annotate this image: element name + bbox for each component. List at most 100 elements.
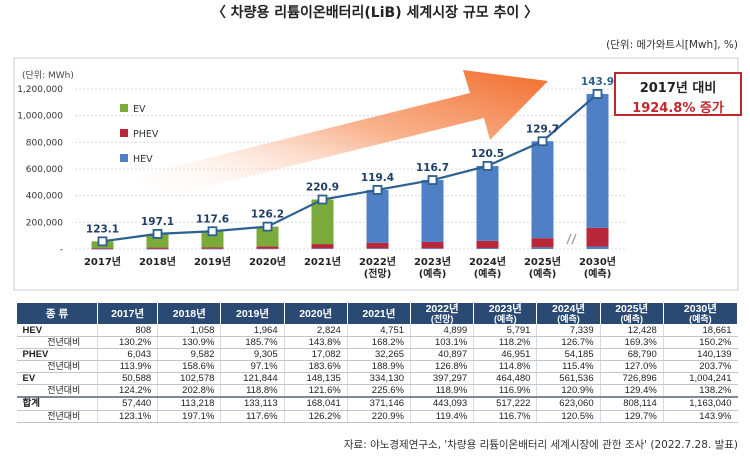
x-tick-label: 2017년: [84, 255, 121, 268]
row-indent: [16, 410, 31, 423]
header-year: 2018년: [157, 302, 222, 325]
y-tick-label: 400,000: [26, 192, 63, 202]
table-cell-value: 9,305: [220, 348, 285, 361]
table-row: EV 50,588 102,578 121,844 148,135 334,130 397,…: [16, 372, 738, 385]
table-cell-value: 561,536: [536, 372, 601, 385]
labels: (단위: MWh) - 200,000 400,000 600,000 800,000 1,…: [17, 70, 616, 280]
table-cell-growth: 169.3%: [599, 336, 664, 349]
header-text: 2023년: [488, 302, 522, 315]
growth-row: 전년대비 124.2% 202.8% 118.8% 121.6% 225.6% 118.9%…: [16, 384, 738, 398]
x-tick-label: 2030년: [579, 255, 616, 268]
header-text: 2021년: [362, 307, 396, 320]
data-table: 종 류 2017년 2018년 2019년 2020년 2021년 2022년 (전망) 202…: [15, 302, 739, 423]
legend: EV PHEV HEV: [120, 104, 159, 165]
table-cell-growth: 130.9%: [157, 336, 221, 349]
header-text: (예측): [494, 313, 517, 324]
header-text: (전망): [430, 313, 454, 324]
header-year: 2017년: [97, 302, 159, 325]
bar-hev: [91, 248, 114, 250]
table-cell-growth: 203.7%: [662, 360, 738, 373]
table-cell-growth: 97.1%: [220, 360, 285, 373]
row-subcategory: 전년대비: [30, 336, 98, 349]
row-indent: [16, 360, 31, 373]
table-cell-growth: 116.9%: [473, 384, 537, 398]
table-cell-value: 18,661: [662, 324, 738, 337]
table-cell-value: 443,093: [410, 396, 474, 411]
legend-swatch-phev: [120, 129, 128, 137]
bar-hev: [476, 248, 499, 249]
x-tick-label: (예측): [474, 267, 502, 280]
table-cell-growth: 127.0%: [599, 360, 664, 373]
bar-hev: [366, 248, 389, 249]
table-cell-value: 168,041: [283, 396, 348, 411]
table-cell-value: 334,130: [346, 372, 411, 385]
bar-hev: [146, 248, 169, 250]
table-cell-value: 726,896: [599, 372, 664, 385]
row-subcategory: 전년대비: [30, 360, 98, 373]
header-year: 2019년: [220, 302, 285, 325]
axis-break-mark: [571, 233, 577, 245]
table-cell-growth: 118.8%: [220, 384, 285, 398]
table-cell-growth: 185.7%: [220, 336, 285, 349]
header-year: 2030년 (예측): [662, 302, 739, 325]
table-cell-value: 148,135: [283, 372, 348, 385]
index-marker: [262, 221, 273, 232]
table-cell-value: 50,588: [97, 372, 158, 385]
index-marker: [207, 226, 218, 237]
legend-swatch-hev: [120, 154, 128, 162]
table-cell-value: 68,790: [599, 348, 664, 361]
table-cell-value: 9,582: [157, 348, 221, 361]
table-cell-growth: 197.1%: [157, 410, 221, 423]
legend-label-hev: HEV: [133, 154, 153, 165]
bar-ev: [201, 231, 224, 248]
bar-ev: [146, 233, 169, 248]
y-tick-label: 1,200,000: [17, 85, 63, 95]
table-cell-value: 1,964: [220, 324, 285, 337]
header-text: (예측): [689, 313, 712, 324]
bar-ev: [421, 180, 444, 242]
callout-suffix: 증가: [699, 101, 724, 116]
index-marker: [537, 136, 548, 147]
growth-arrow-shape: [140, 70, 548, 200]
table-cell-growth: 138.2%: [662, 384, 738, 398]
row-category: 합계: [16, 396, 98, 411]
y-axis-label: (단위: MWh): [22, 70, 74, 81]
table-cell-value: 40,897: [410, 348, 474, 361]
header-text: 2024년: [552, 302, 586, 315]
total-row: 합계 57,440 113,218 133,113 168,041 371,146 443,…: [16, 396, 738, 411]
table-cell-value: 371,146: [346, 396, 411, 411]
bar-phev: [146, 247, 169, 249]
index-value-label: 220.9: [306, 182, 339, 194]
growth-row: 전년대비 123.1% 197.1% 117.6% 126.2% 220.9% 119.4%…: [16, 410, 738, 423]
index-value-label: 129.7: [526, 123, 559, 135]
table-cell-value: 4,751: [346, 324, 411, 337]
table-cell-value: 1,058: [157, 324, 221, 337]
table-cell-growth: 158.6%: [157, 360, 221, 373]
table-cell-growth: 117.6%: [220, 410, 285, 423]
x-tick-label: 2023년: [414, 255, 451, 268]
y-tick-label: 200,000: [26, 218, 63, 228]
table-cell-growth: 126.2%: [283, 410, 348, 423]
table-cell-value: 464,480: [473, 372, 537, 385]
table-cell-value: 1,163,040: [662, 396, 738, 411]
bar-hev: [531, 247, 554, 249]
table-cell-growth: 183.6%: [283, 360, 348, 373]
x-tick-label: 2022년: [359, 255, 396, 268]
table-cell-growth: 202.8%: [157, 384, 221, 398]
row-subcategory: 전년대비: [30, 410, 98, 423]
callout-line1: 2017년 대비: [639, 81, 717, 96]
table-cell-growth: 120.5%: [536, 410, 601, 423]
table-cell-value: 517,222: [473, 396, 537, 411]
row-category: PHEV: [16, 348, 98, 361]
y-tick-label: 600,000: [26, 165, 63, 175]
legend-label-phev: PHEV: [133, 129, 159, 140]
table-cell-growth: 188.9%: [346, 360, 411, 373]
table-cell-growth: 129.4%: [599, 384, 664, 398]
index-line-path: [102, 93, 599, 243]
table-row: HEV 808 1,058 1,964 2,824 4,751 4,899 5,791 7,33…: [16, 324, 738, 337]
header-text: 2025년: [615, 302, 649, 315]
table-cell-growth: 116.7%: [473, 410, 537, 423]
bar-phev: [91, 248, 114, 249]
bar-phev: [201, 247, 224, 249]
unit-note: (단위: 메가와트시[Mwh], %): [606, 39, 738, 51]
